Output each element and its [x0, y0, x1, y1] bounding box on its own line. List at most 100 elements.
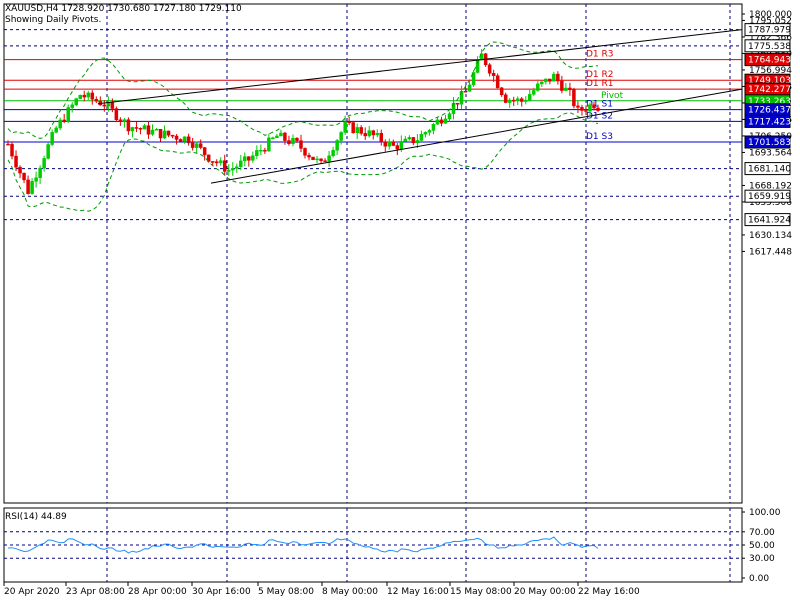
candle-body: [259, 149, 263, 152]
candle-body: [275, 135, 279, 139]
candle-body: [243, 156, 247, 162]
candle-body: [307, 155, 311, 158]
main-pane-frame: [3, 3, 743, 504]
candle-body: [548, 78, 552, 82]
candle-body: [299, 140, 303, 149]
candle-body: [339, 132, 343, 141]
candle-body: [126, 119, 131, 132]
candle-body: [102, 104, 107, 107]
level-value-label: 1787.979: [748, 26, 791, 36]
date-axis-label: 30 Apr 16:00: [192, 587, 251, 597]
rsi-label: RSI(14) 44.89: [5, 512, 67, 522]
level-value-box: [744, 114, 791, 128]
candle-body: [572, 89, 576, 107]
candle-body: [162, 130, 167, 139]
candle-body: [375, 132, 380, 136]
candle-body: [154, 128, 159, 131]
candle-body: [524, 99, 528, 102]
candle-body: [363, 133, 367, 137]
pivot-level-label: D1 R3: [586, 50, 614, 60]
date-axis-label: 20 May 00:00: [514, 587, 576, 597]
candle-body: [54, 127, 58, 133]
candle-body: [214, 161, 219, 164]
candle-body: [94, 98, 99, 102]
candle-body: [327, 155, 331, 162]
candle-body: [74, 98, 78, 106]
candle-body: [519, 98, 524, 102]
pivot-level-label: D1 S1: [586, 100, 613, 110]
candle-body: [78, 94, 82, 99]
candle-body: [588, 104, 592, 112]
candle-body: [26, 179, 30, 194]
date-axis-label: 8 May 00:00: [322, 587, 378, 597]
candle-body: [295, 138, 299, 141]
candle-body: [114, 108, 119, 121]
candle-body: [18, 166, 22, 174]
candle-body: [34, 177, 38, 182]
candle-body: [46, 144, 50, 159]
candle-body: [42, 158, 46, 169]
lower-trendline[interactable]: [210, 88, 743, 184]
candle-body: [146, 125, 151, 135]
candle-body: [14, 155, 18, 168]
candle-body: [287, 140, 291, 144]
level-value-box: [744, 53, 791, 67]
candle-body: [403, 138, 408, 142]
candle-body: [580, 107, 584, 111]
candle-body: [431, 124, 436, 131]
price-axis-label: 1782.366: [749, 33, 792, 43]
candle-body: [291, 138, 295, 144]
level-value-label: 1726.437: [748, 106, 791, 116]
candle-body: [511, 99, 516, 102]
candle-body: [435, 119, 440, 125]
price-axis-label: 1668.192: [749, 181, 792, 191]
candle-body: [351, 122, 355, 134]
candle-body: [202, 147, 207, 156]
candle-body: [82, 94, 87, 98]
upper-trendline[interactable]: [97, 29, 743, 105]
candle-body: [383, 141, 388, 147]
candle-body: [556, 73, 560, 82]
level-value-label: 1775.538: [748, 42, 791, 52]
level-value-box: [744, 135, 791, 149]
chart-subtitle: Showing Daily Pivots.: [5, 15, 102, 25]
price-axis-label: 1630.134: [749, 231, 792, 241]
candle-body: [544, 78, 548, 83]
pivot-level-label: D1 S2: [586, 111, 613, 121]
price-axis-label: 1795.052: [749, 16, 792, 26]
candle-body: [86, 92, 91, 98]
price-axis-label: 1655.506: [749, 198, 792, 208]
candle-body: [178, 139, 183, 142]
candle-body: [487, 64, 492, 74]
upper-band-line: [7, 41, 599, 139]
candle-body: [170, 134, 175, 137]
candle-body: [471, 72, 476, 86]
candle-body: [174, 135, 179, 140]
candle-body: [190, 142, 195, 148]
candle-body: [110, 102, 115, 109]
candle-body: [552, 73, 556, 82]
candle-body: [30, 181, 34, 194]
candle-body: [235, 166, 239, 169]
date-axis-label: 12 May 16:00: [387, 587, 449, 597]
candle-body: [491, 72, 496, 77]
candle-body: [499, 87, 504, 96]
lower-band-line: [7, 112, 599, 212]
candle-body: [399, 141, 404, 150]
candle-body: [150, 129, 155, 135]
candle-body: [367, 130, 371, 137]
candle-body: [427, 130, 432, 133]
candle-body: [331, 150, 335, 156]
candle-body: [210, 161, 215, 163]
candle-body: [118, 119, 123, 122]
candle-body: [255, 150, 259, 157]
candle-body: [239, 160, 243, 168]
candle-body: [503, 94, 508, 103]
level-value-label: 1701.583: [748, 138, 791, 148]
candle-body: [22, 172, 26, 181]
candle-body: [158, 128, 163, 139]
pivot-level-label: D1 R1: [586, 79, 614, 89]
candle-body: [194, 143, 199, 148]
